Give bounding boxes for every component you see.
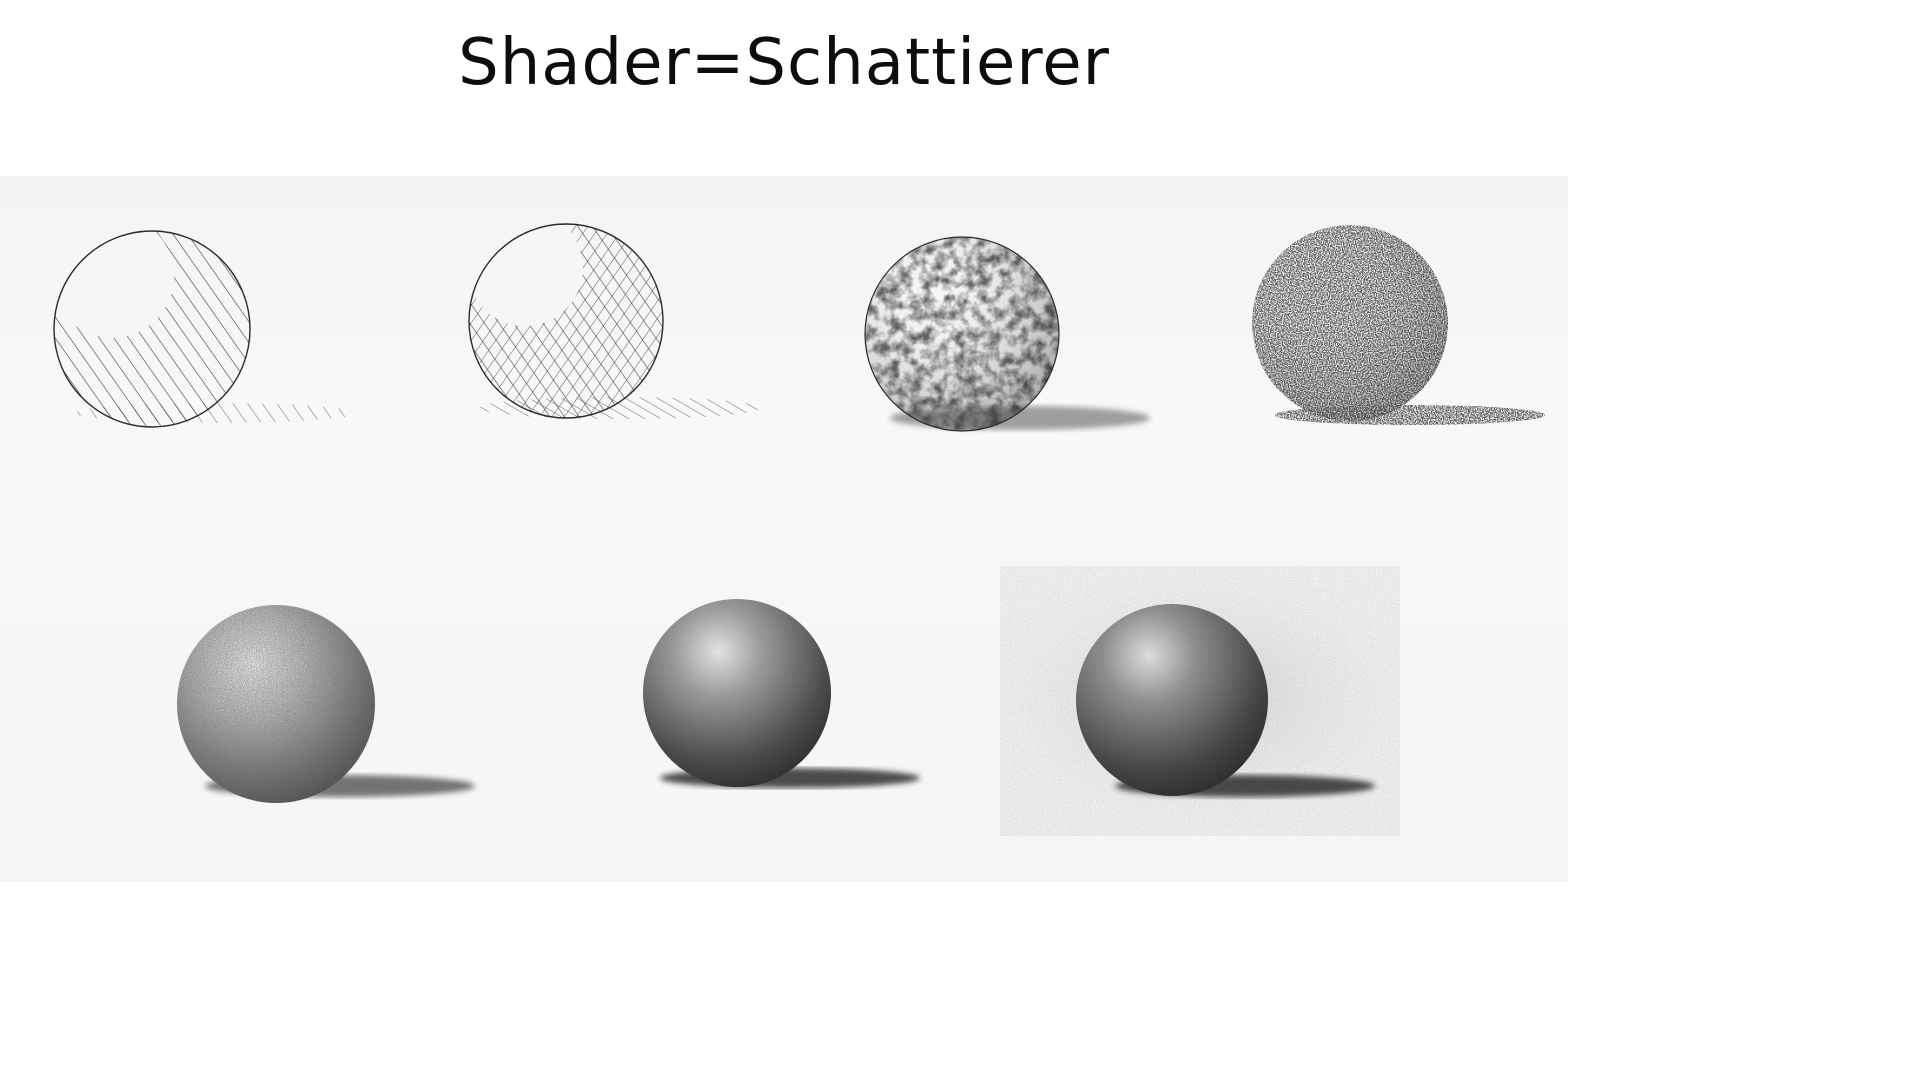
stippled-sphere	[1252, 225, 1545, 425]
pencil-drawing-sheet	[0, 176, 1568, 882]
blended-sphere	[643, 599, 920, 788]
page-title: Shader=Schattierer	[458, 26, 1110, 100]
scribbled-sphere	[864, 236, 1150, 432]
crosshatched-sphere	[468, 223, 760, 419]
hatched-sphere	[53, 230, 355, 428]
background-sphere	[970, 556, 1430, 836]
sphere-drawings	[53, 223, 1545, 836]
smooth-sphere	[177, 605, 475, 803]
